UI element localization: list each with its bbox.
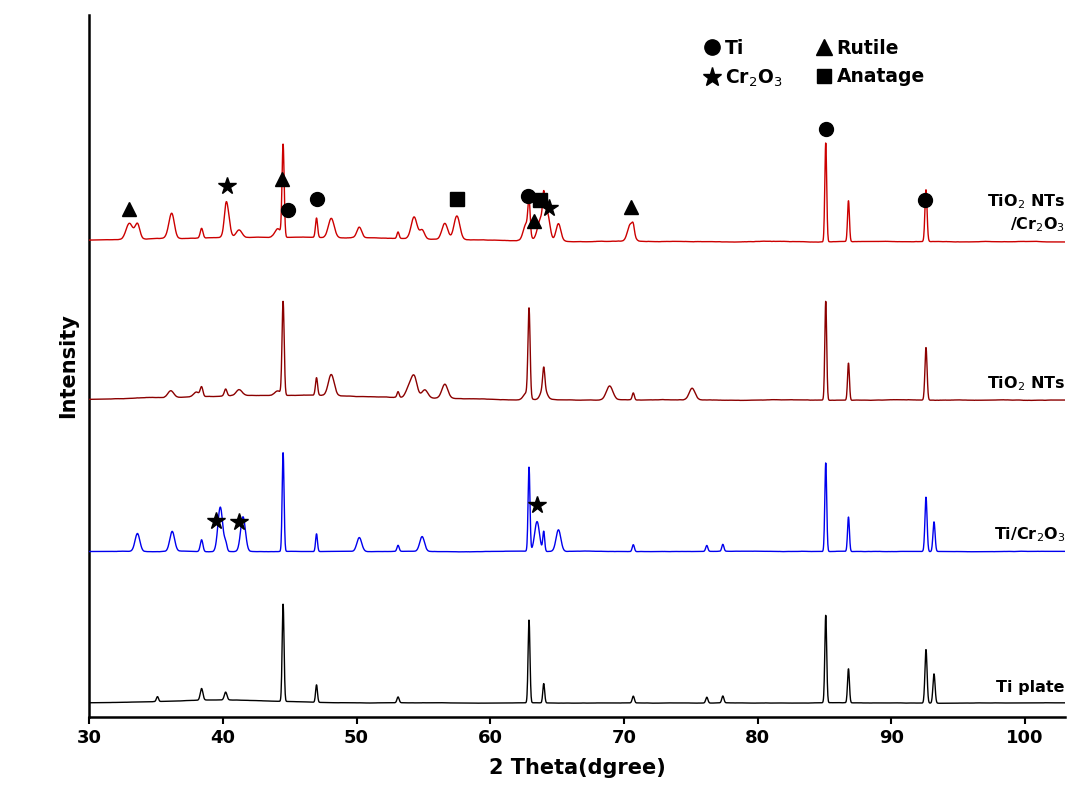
Text: Ti plate: Ti plate bbox=[997, 680, 1065, 695]
X-axis label: 2 Theta(dgree): 2 Theta(dgree) bbox=[489, 758, 665, 778]
Text: TiO$_2$ NTs
/Cr$_2$O$_3$: TiO$_2$ NTs /Cr$_2$O$_3$ bbox=[987, 192, 1065, 234]
Legend: Ti, Cr$_2$O$_3$, Rutile, Anatage: Ti, Cr$_2$O$_3$, Rutile, Anatage bbox=[700, 31, 932, 96]
Y-axis label: Intensity: Intensity bbox=[58, 314, 78, 418]
Text: TiO$_2$ NTs: TiO$_2$ NTs bbox=[987, 374, 1065, 392]
Text: Ti/Cr$_2$O$_3$: Ti/Cr$_2$O$_3$ bbox=[994, 525, 1065, 544]
